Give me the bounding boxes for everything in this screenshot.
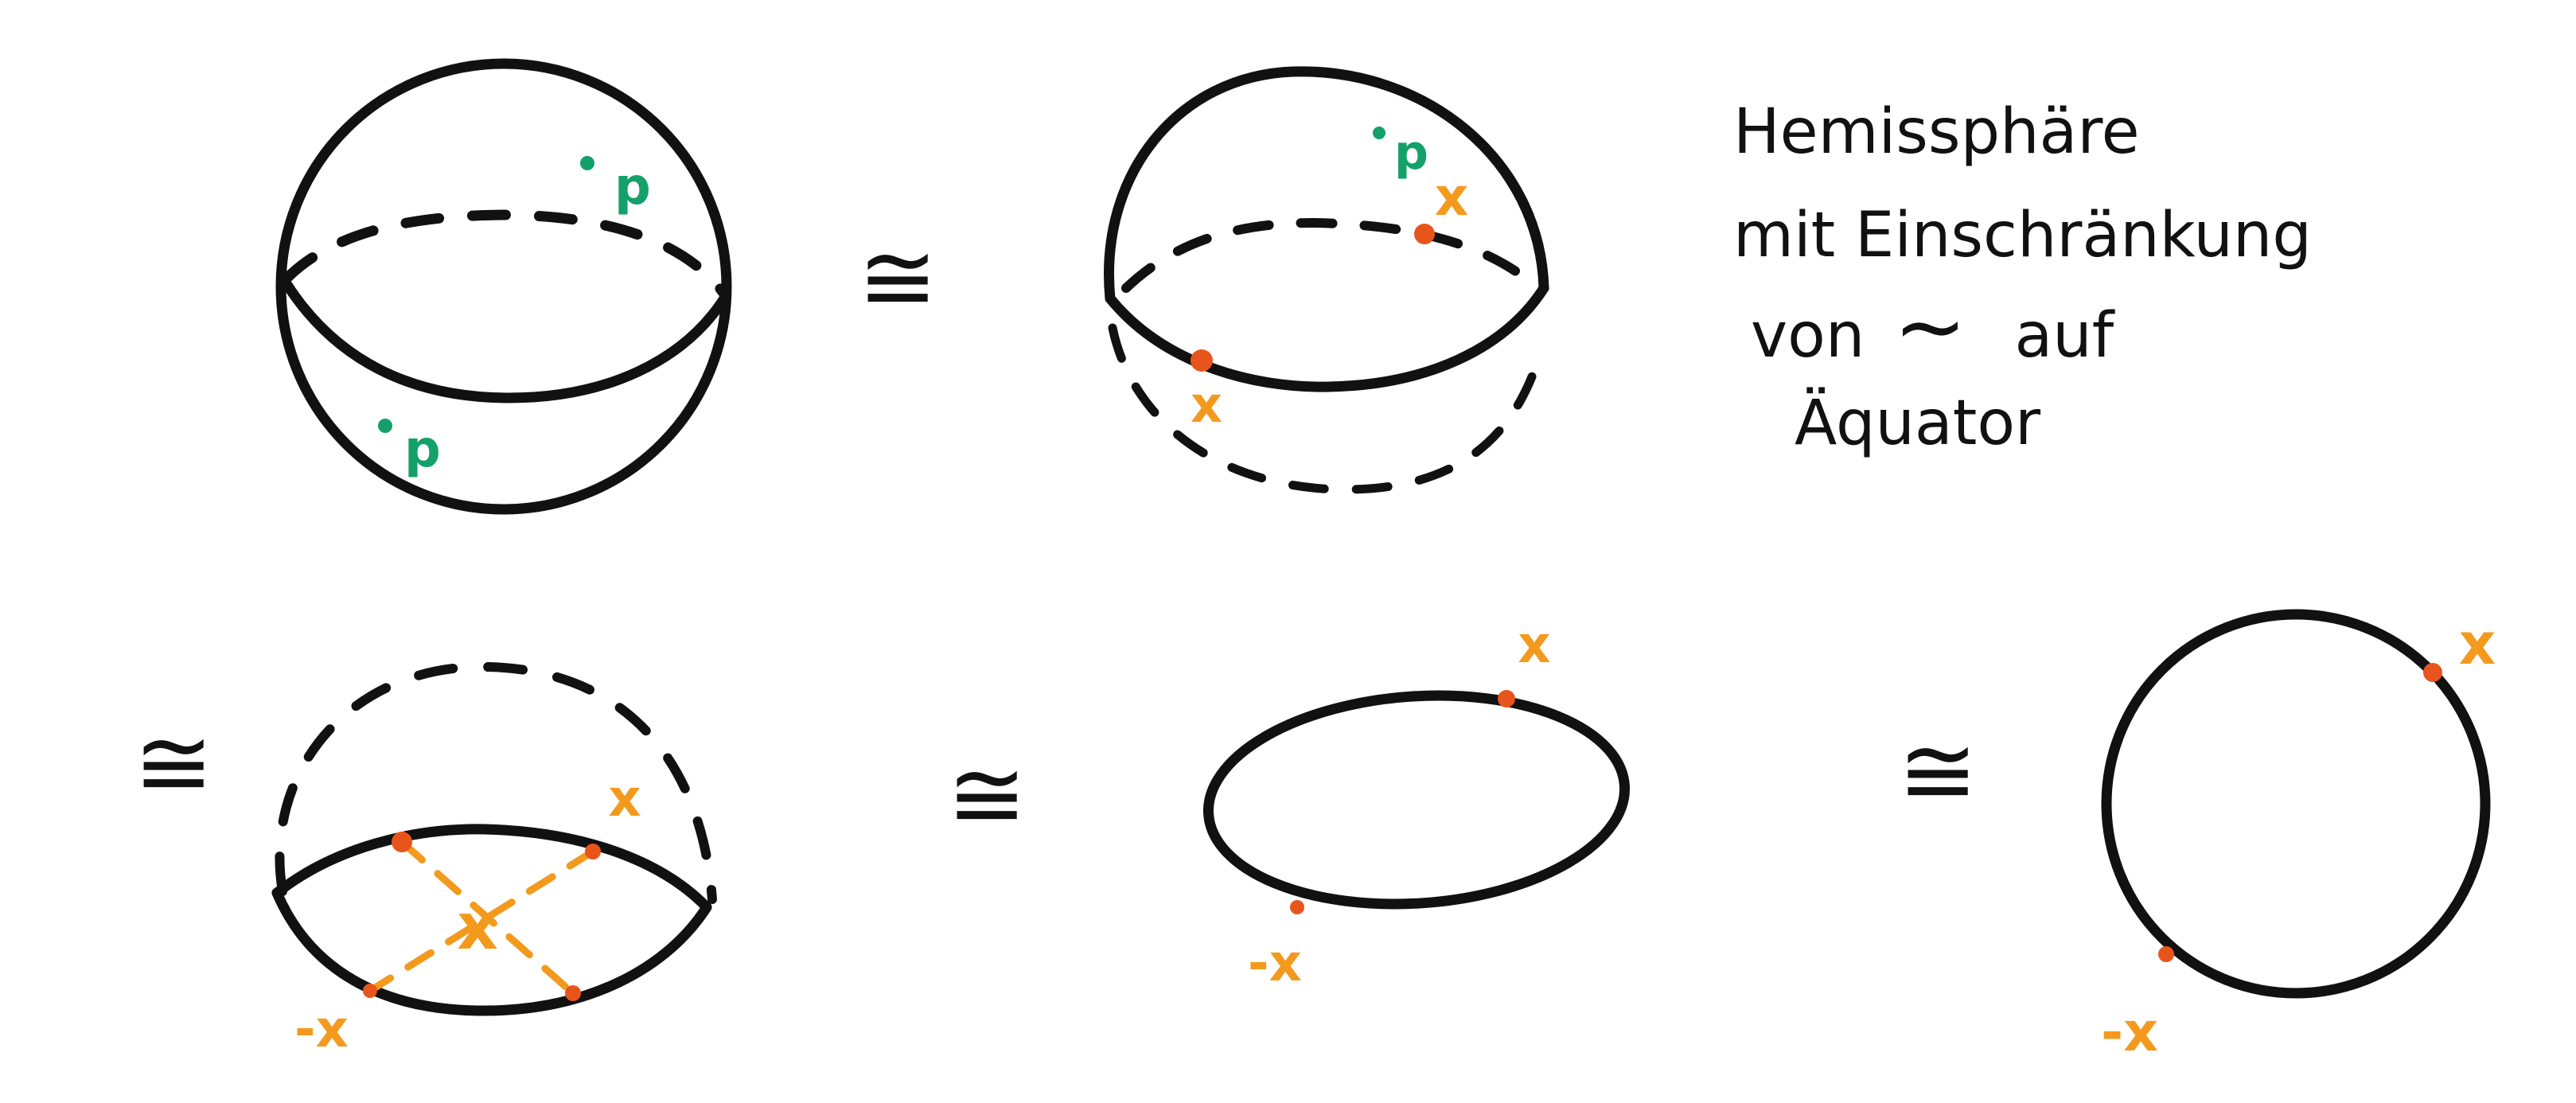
circle-outline (2101, 609, 2491, 999)
mark-x-dot (1414, 224, 1435, 244)
figure-circle: x -x (2101, 609, 2496, 1064)
disc-point-right-bottom (565, 985, 581, 1001)
sphere-equator-front (278, 273, 731, 403)
sphere-outline (275, 58, 732, 515)
mark-minus-x-label: -x (294, 1000, 349, 1059)
point-p-label: p (1394, 125, 1428, 181)
ellipse-outline (1202, 690, 1631, 910)
mark-minus-x-label: -x (2101, 1001, 2158, 1064)
point-p-dot (580, 156, 594, 170)
figure-upper-hemisphere: p x x (1104, 66, 1549, 494)
congruent-symbol-2: ≅ (134, 708, 214, 819)
hemisphere-equator-front (1105, 283, 1549, 392)
mark-minus-x-label: x (1191, 376, 1222, 434)
point-p-dot (1373, 127, 1385, 139)
disc-lower-edge (271, 887, 712, 1016)
mark-minus-x-dot (2158, 946, 2174, 962)
disc-point-top (392, 832, 412, 852)
mark-minus-x-label: -x (1248, 934, 1302, 993)
note-line-3: von ∼ auf (1751, 275, 2115, 377)
antipode-p-dot (378, 419, 392, 433)
figure-sphere: p p (275, 58, 732, 515)
disc-upper-edge (271, 824, 712, 913)
sphere-equator-back-dashed (281, 209, 731, 302)
disc-point-right (585, 844, 601, 859)
figure-hemisphere-disc: x x -x (271, 661, 717, 1059)
hemisphere-equator-back-dashed (1121, 218, 1541, 293)
mark-x-label: x (1518, 616, 1550, 675)
mark-x-label: x (608, 770, 641, 828)
mark-x-label: x (1435, 166, 1469, 228)
congruent-symbol-4: ≅ (1898, 716, 1978, 827)
figure-ellipse: x -x (1202, 616, 1631, 993)
note-line-2: mit Einschränkung (1733, 200, 2312, 271)
note-von: von (1751, 300, 1865, 372)
center-x-label: x (457, 890, 498, 964)
congruent-symbol-3: ≅ (947, 740, 1027, 851)
note-line-4: Äquator (1795, 387, 2041, 459)
mark-minus-x-dot (1191, 349, 1213, 372)
lower-hemisphere-dashed (1108, 323, 1545, 494)
mark-x-dot (1498, 690, 1515, 707)
congruent-symbol-1: ≅ (858, 223, 938, 333)
hemisphere-arc (1104, 66, 1549, 304)
mark-x-dot (2423, 663, 2442, 682)
note-auf: auf (2015, 300, 2115, 372)
point-p-label: p (614, 158, 651, 216)
note: Hemissphäre mit Einschränkung von ∼ auf Äq… (1733, 96, 2312, 459)
note-line-1: Hemissphäre (1733, 96, 2140, 168)
antipode-p-label: p (404, 420, 441, 479)
upper-arc-dashed (275, 661, 717, 904)
disc-point-left-bottom (363, 984, 377, 998)
mark-minus-x-dot (1290, 900, 1304, 914)
diameter-line-2 (366, 848, 597, 995)
note-tilde: ∼ (1893, 275, 1966, 377)
mark-x-label: x (2459, 610, 2496, 677)
